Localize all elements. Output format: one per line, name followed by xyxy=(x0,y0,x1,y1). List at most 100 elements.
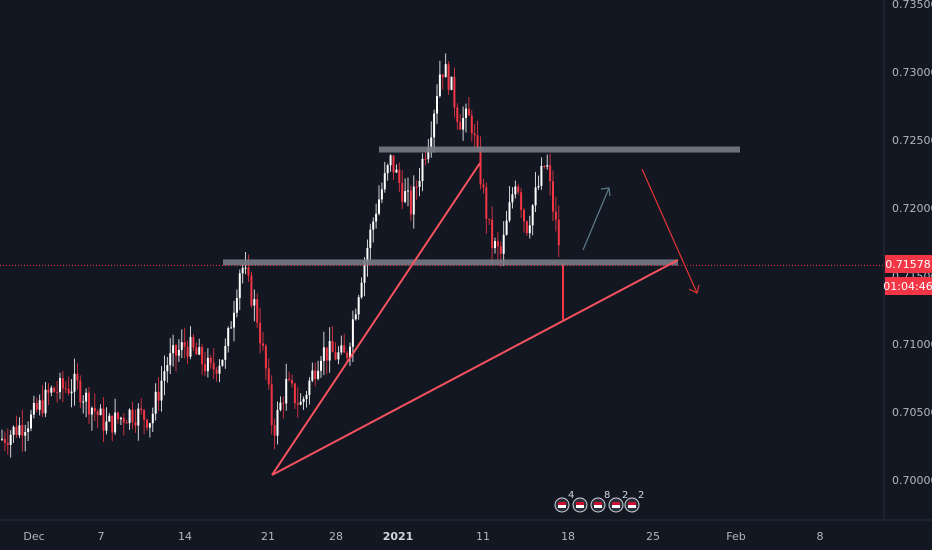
time-tick-label: 7 xyxy=(98,530,105,543)
candle-body xyxy=(470,115,473,134)
candle-body xyxy=(511,194,514,203)
candle-body xyxy=(291,380,293,384)
current-price-badge xyxy=(885,255,932,273)
resistance-zone[interactable] xyxy=(379,146,740,153)
candle-body xyxy=(189,336,192,357)
candle-body xyxy=(105,421,108,431)
support-zone[interactable] xyxy=(223,259,678,266)
candle-body xyxy=(186,346,189,357)
candle-body xyxy=(340,345,343,353)
candle-body xyxy=(238,273,241,299)
candle-body xyxy=(12,426,15,435)
event-flag-icon[interactable]: 2 xyxy=(624,490,644,513)
candle-body xyxy=(93,407,96,412)
time-axis[interactable]: Dec 7 14 21 28 2021 11 18 25 Feb 8 xyxy=(23,530,823,543)
candle-body xyxy=(369,229,372,248)
candle-body xyxy=(276,409,279,436)
candle-body xyxy=(499,246,502,254)
candle-body xyxy=(357,297,360,315)
candle-body xyxy=(337,352,340,360)
candle-body xyxy=(64,388,67,390)
time-tick-label: 21 xyxy=(261,530,275,543)
candle-body xyxy=(482,184,485,188)
candle-body xyxy=(546,165,549,167)
candle-body xyxy=(401,183,404,202)
candle-body xyxy=(111,415,114,433)
candle-body xyxy=(476,135,479,148)
candle-body xyxy=(256,299,259,323)
event-flag-icon[interactable]: 4 xyxy=(554,490,574,513)
candle-body xyxy=(3,438,6,443)
candle-body xyxy=(6,442,9,445)
countdown-label: 01:04:46 xyxy=(883,280,932,293)
candle-body xyxy=(447,64,450,90)
candle-body xyxy=(30,414,32,429)
candle-body xyxy=(363,262,366,283)
candle-body xyxy=(24,432,27,436)
candle-body xyxy=(250,275,253,306)
candle-body xyxy=(212,362,215,370)
candle-body xyxy=(314,370,317,379)
candle-body xyxy=(15,426,18,436)
drawings-layer[interactable] xyxy=(223,146,740,476)
candle-body xyxy=(494,241,496,249)
candle-body xyxy=(143,410,146,420)
trend-line-steep[interactable] xyxy=(271,162,481,476)
candle-body xyxy=(456,107,459,122)
event-flag-icon[interactable]: 2 xyxy=(608,490,628,513)
candle-body xyxy=(9,434,12,445)
flag-stripe xyxy=(558,502,566,505)
candle-body xyxy=(99,408,102,416)
candle-body xyxy=(311,370,314,381)
flag-stripe xyxy=(594,505,602,508)
up-arrow-line[interactable] xyxy=(582,187,610,251)
event-flag-icon[interactable]: 8 xyxy=(590,490,610,513)
event-flag-icon[interactable] xyxy=(572,497,588,513)
candle-body xyxy=(305,394,308,400)
candle-body xyxy=(436,96,438,114)
candle-body xyxy=(108,415,111,422)
candle-body xyxy=(386,165,389,174)
candle-body xyxy=(317,370,320,379)
up-arrow-head xyxy=(600,187,611,197)
candle-body xyxy=(505,220,508,235)
time-tick-label: 14 xyxy=(178,530,192,543)
trend-line-shallow[interactable] xyxy=(271,259,679,476)
candle-body xyxy=(343,345,346,353)
candle-body xyxy=(76,373,79,381)
candle-body xyxy=(264,345,267,369)
time-tick-label: 8 xyxy=(817,530,824,543)
candle-body xyxy=(531,205,534,226)
candle-body xyxy=(328,341,331,361)
time-tick-label: 18 xyxy=(561,530,575,543)
candle-body xyxy=(308,380,311,395)
candle-body xyxy=(53,387,56,392)
candle-body xyxy=(322,347,325,361)
flag-stripe xyxy=(558,505,566,508)
candle-body xyxy=(282,402,285,404)
candle-body xyxy=(520,192,523,210)
candle-body xyxy=(114,412,117,433)
candle-body xyxy=(61,378,64,389)
candle-body xyxy=(146,419,148,428)
price-axis[interactable]: 0.735000.730000.725000.720000.715000.710… xyxy=(892,0,932,487)
candle-body xyxy=(218,365,221,374)
candle-body xyxy=(523,209,525,222)
candle-body xyxy=(175,345,177,356)
candle-body xyxy=(241,267,244,274)
candle-body xyxy=(346,352,349,358)
event-count: 2 xyxy=(638,490,644,501)
candle-body xyxy=(424,158,427,160)
candle-body xyxy=(528,225,531,234)
candle-body xyxy=(508,202,511,221)
candle-body xyxy=(450,76,453,90)
time-tick-label: Dec xyxy=(23,530,44,543)
down-arrow-line[interactable] xyxy=(641,168,698,294)
event-count: 8 xyxy=(604,490,610,501)
candle-body xyxy=(525,221,528,234)
candle-body xyxy=(302,399,305,402)
